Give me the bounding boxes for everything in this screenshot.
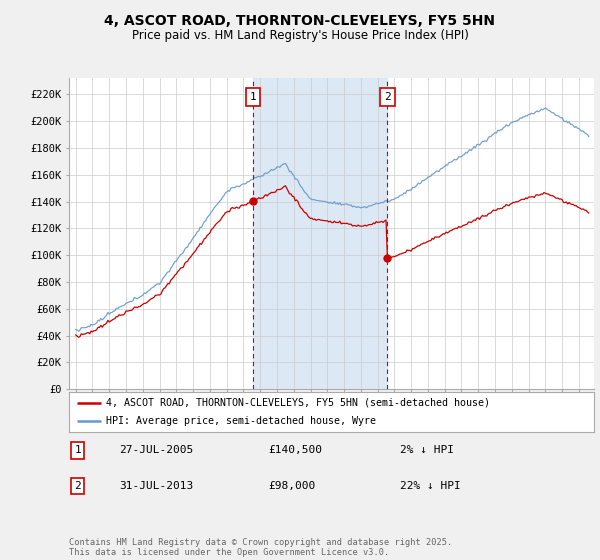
Text: 1: 1 [250,92,256,102]
Text: Contains HM Land Registry data © Crown copyright and database right 2025.
This d: Contains HM Land Registry data © Crown c… [69,538,452,557]
Text: 4, ASCOT ROAD, THORNTON-CLEVELEYS, FY5 5HN (semi-detached house): 4, ASCOT ROAD, THORNTON-CLEVELEYS, FY5 5… [106,398,490,408]
Text: 31-JUL-2013: 31-JUL-2013 [119,481,193,491]
Text: Price paid vs. HM Land Registry's House Price Index (HPI): Price paid vs. HM Land Registry's House … [131,29,469,42]
Text: 2: 2 [384,92,391,102]
Text: 2% ↓ HPI: 2% ↓ HPI [400,445,454,455]
Text: 4, ASCOT ROAD, THORNTON-CLEVELEYS, FY5 5HN: 4, ASCOT ROAD, THORNTON-CLEVELEYS, FY5 5… [104,14,496,28]
Text: 27-JUL-2005: 27-JUL-2005 [119,445,193,455]
Text: 22% ↓ HPI: 22% ↓ HPI [400,481,461,491]
Text: HPI: Average price, semi-detached house, Wyre: HPI: Average price, semi-detached house,… [106,417,376,426]
Text: 1: 1 [74,445,81,455]
Text: £98,000: £98,000 [269,481,316,491]
Text: £140,500: £140,500 [269,445,323,455]
Text: 2: 2 [74,481,81,491]
Bar [253,78,388,389]
